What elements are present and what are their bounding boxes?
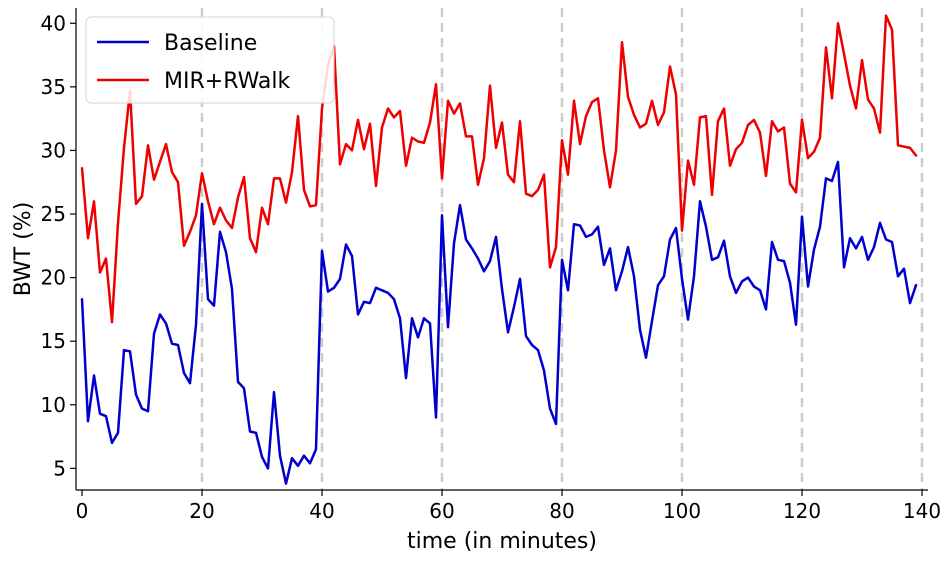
- y-tick-label: 35: [41, 75, 66, 99]
- y-ticks: 5 10 15 20 25 30 35 40: [41, 11, 76, 480]
- y-tick-label: 30: [41, 138, 66, 162]
- axes: [75, 8, 928, 491]
- legend-label-baseline: Baseline: [164, 31, 257, 56]
- x-ticks: 0 20 40 60 80 100 120 140: [76, 490, 941, 523]
- legend-label-mir-rwalk: MIR+RWalk: [164, 69, 291, 94]
- x-tick-label: 40: [309, 499, 334, 523]
- series-line-mir-rwalk: [80, 14, 918, 324]
- legend: Baseline MIR+RWalk: [85, 16, 335, 104]
- x-tick-label: 120: [783, 499, 821, 523]
- x-tick-label: 60: [429, 499, 454, 523]
- y-tick-label: 20: [41, 266, 66, 290]
- y-tick-label: 5: [53, 456, 66, 480]
- series-lines: [80, 14, 918, 485]
- x-tick-label: 0: [76, 499, 89, 523]
- x-tick-label: 100: [663, 499, 701, 523]
- x-axis-label: time (in minutes): [407, 529, 597, 554]
- x-tick-label: 140: [903, 499, 941, 523]
- y-tick-label: 15: [41, 329, 66, 353]
- x-tick-label: 80: [549, 499, 574, 523]
- legend-box: [85, 16, 335, 104]
- y-axis-label: BWT (%): [11, 202, 36, 297]
- series-line-baseline: [80, 160, 918, 485]
- y-tick-label: 10: [41, 393, 66, 417]
- y-tick-label: 25: [41, 202, 66, 226]
- y-tick-label: 40: [41, 11, 66, 35]
- x-tick-label: 20: [189, 499, 214, 523]
